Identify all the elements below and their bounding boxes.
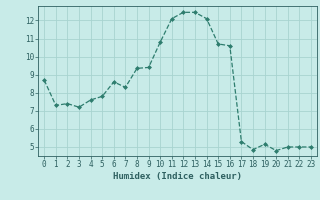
X-axis label: Humidex (Indice chaleur): Humidex (Indice chaleur) [113,172,242,181]
